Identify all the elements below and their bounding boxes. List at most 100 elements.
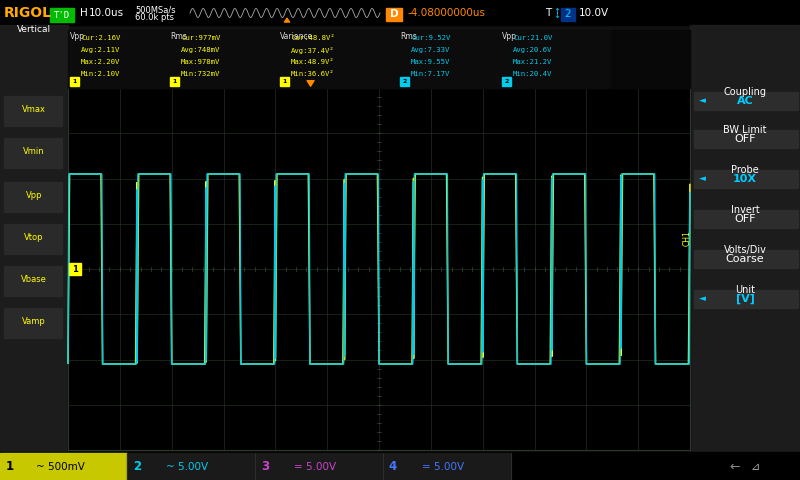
Text: ~ 5.00V: ~ 5.00V <box>166 462 208 472</box>
Bar <box>561 8 575 21</box>
Text: 2: 2 <box>133 460 141 473</box>
Bar <box>0 453 127 480</box>
Text: Cur:2.16V: Cur:2.16V <box>81 35 120 41</box>
Text: 2: 2 <box>565 9 571 19</box>
Bar <box>694 250 798 268</box>
Text: OFF: OFF <box>734 134 756 144</box>
Text: Invert: Invert <box>730 205 759 215</box>
Text: Probe: Probe <box>731 165 759 175</box>
Text: RIGOL: RIGOL <box>4 6 52 20</box>
Text: Max:9.55V: Max:9.55V <box>411 59 450 65</box>
Bar <box>4 224 62 254</box>
Text: Cur:21.0V: Cur:21.0V <box>513 35 552 41</box>
Text: Min:732mV: Min:732mV <box>181 71 220 77</box>
Text: ◄: ◄ <box>699 96 706 106</box>
Text: Min:2.10V: Min:2.10V <box>81 71 120 77</box>
Text: T'D: T'D <box>54 11 70 20</box>
Bar <box>68 88 690 450</box>
Text: 2: 2 <box>504 79 509 84</box>
Text: Volts/Div: Volts/Div <box>723 245 766 255</box>
Text: ~ 500mV: ~ 500mV <box>35 462 85 472</box>
Bar <box>4 182 62 212</box>
Text: Avg:7.33V: Avg:7.33V <box>411 47 450 53</box>
Text: = 5.00V: = 5.00V <box>422 462 464 472</box>
Text: 1: 1 <box>72 264 78 274</box>
Bar <box>694 290 798 308</box>
Text: Max:48.9V²: Max:48.9V² <box>291 59 334 65</box>
Bar <box>280 77 289 86</box>
Text: 2: 2 <box>402 79 406 84</box>
Text: 1: 1 <box>172 79 177 84</box>
Bar <box>383 453 511 480</box>
Bar <box>694 170 798 188</box>
Text: Vpp: Vpp <box>502 32 517 41</box>
Text: ↓: ↓ <box>553 12 560 21</box>
Text: ◄: ◄ <box>699 295 706 303</box>
Text: ◄: ◄ <box>699 175 706 183</box>
Text: 10.0us: 10.0us <box>89 8 124 18</box>
Bar <box>694 130 798 148</box>
Text: Min:20.4V: Min:20.4V <box>513 71 552 77</box>
Bar <box>69 263 81 275</box>
Text: = 5.00V: = 5.00V <box>294 462 336 472</box>
Text: D: D <box>390 9 398 19</box>
Text: Vtop: Vtop <box>24 233 44 242</box>
Bar <box>398 30 500 88</box>
Text: 60.0k pts: 60.0k pts <box>135 13 174 23</box>
Bar <box>500 30 610 88</box>
Text: ⊿: ⊿ <box>750 462 760 472</box>
Bar <box>0 0 800 25</box>
Bar <box>4 266 62 296</box>
Bar <box>255 453 383 480</box>
Bar <box>0 452 800 480</box>
Text: Avg:20.6V: Avg:20.6V <box>513 47 552 53</box>
Bar <box>170 77 179 86</box>
Text: Max:21.2V: Max:21.2V <box>513 59 552 65</box>
Text: Coarse: Coarse <box>726 254 764 264</box>
Bar <box>50 8 74 22</box>
Text: Min:36.6V²: Min:36.6V² <box>291 71 334 77</box>
Text: ←: ← <box>730 460 740 473</box>
Text: 1: 1 <box>72 79 77 84</box>
Text: Max:2.20V: Max:2.20V <box>81 59 120 65</box>
Text: Vpp: Vpp <box>26 192 42 201</box>
Text: Vmax: Vmax <box>22 106 46 115</box>
Text: 10X: 10X <box>733 174 757 184</box>
Bar <box>694 210 798 228</box>
Text: Coupling: Coupling <box>723 87 766 97</box>
Bar <box>0 25 68 452</box>
Text: CH1: CH1 <box>682 230 691 246</box>
Text: Avg:37.4V²: Avg:37.4V² <box>291 47 334 54</box>
Text: 3: 3 <box>261 460 269 473</box>
Bar <box>694 92 798 110</box>
Bar <box>168 30 278 88</box>
Bar <box>70 77 79 86</box>
Text: Vertical: Vertical <box>17 25 51 35</box>
Text: Unit: Unit <box>735 285 755 295</box>
Text: Vbase: Vbase <box>21 276 47 285</box>
Bar <box>690 25 800 452</box>
Text: T: T <box>545 8 551 18</box>
Text: AC: AC <box>737 96 754 106</box>
Text: [V]: [V] <box>735 294 754 304</box>
Bar <box>278 30 398 88</box>
Text: Avg:2.11V: Avg:2.11V <box>81 47 120 53</box>
Text: Max:978mV: Max:978mV <box>181 59 220 65</box>
Bar <box>68 30 168 88</box>
Bar <box>386 8 402 21</box>
Text: OFF: OFF <box>734 214 756 224</box>
Bar <box>400 77 409 86</box>
Text: Rms: Rms <box>170 32 186 41</box>
Text: BW Limit: BW Limit <box>723 125 766 135</box>
Bar <box>4 308 62 338</box>
Text: Vmin: Vmin <box>23 147 45 156</box>
Text: ↑: ↑ <box>553 8 560 16</box>
Text: Variance: Variance <box>280 32 314 41</box>
Text: Avg:748mV: Avg:748mV <box>181 47 220 53</box>
Text: H: H <box>80 8 88 18</box>
Text: -4.08000000us: -4.08000000us <box>408 8 486 18</box>
Bar <box>4 96 62 126</box>
Text: 500MSa/s: 500MSa/s <box>135 5 176 14</box>
Text: Vpp: Vpp <box>70 32 85 41</box>
Text: 10.0V: 10.0V <box>579 8 609 18</box>
